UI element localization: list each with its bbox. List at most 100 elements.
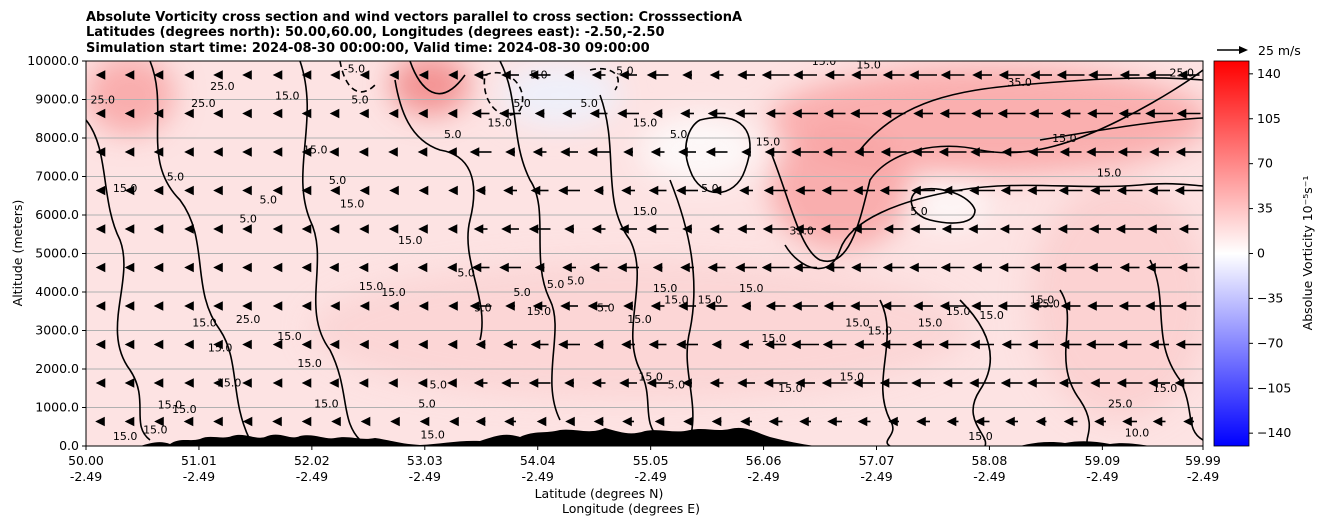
shade-white-patch-3 [910, 183, 990, 227]
wind-vector-head [1031, 224, 1041, 234]
wind-vector-head [737, 70, 747, 80]
wind-vector-head [560, 147, 570, 157]
shade-white-patch-2 [640, 115, 760, 185]
wind-vector-head [418, 108, 428, 119]
wind-vector-head [942, 378, 953, 388]
wind-vector-head [1056, 262, 1067, 273]
wind-vector-head [534, 108, 545, 119]
wind-vector-head [942, 185, 953, 196]
wind-vector-head [358, 378, 369, 388]
wind-vector-head [329, 378, 339, 388]
wind-vector-head [762, 224, 773, 234]
wind-vector-head [1148, 185, 1158, 196]
contour-label: 15.0 [868, 324, 893, 337]
wind-vector-head [301, 301, 312, 311]
contour-label: 15.0 [778, 382, 803, 395]
wind-vector-head [827, 416, 837, 427]
shade-jet-core [390, 61, 470, 115]
shade-left-top [86, 61, 175, 135]
x-tick-label-lat: 55.05 [633, 453, 669, 468]
wind-vector-head [739, 185, 749, 196]
wind-vector-head [360, 416, 371, 427]
contour-label: 5.0 [513, 97, 531, 110]
wind-vector-head [528, 378, 539, 388]
wind-vector-head [153, 339, 164, 350]
wind-vector-head [358, 147, 369, 157]
wind-vector-head [389, 70, 399, 80]
wind-vector-head [881, 301, 892, 311]
wind-vector-head [534, 262, 545, 273]
wind-vector-head [911, 185, 921, 196]
contour-label: 15.0 [314, 398, 339, 411]
wind-vector-head [1119, 70, 1130, 80]
wind-vector-head [879, 378, 890, 388]
wind-vector-head [389, 301, 399, 311]
wind-vector-head [448, 301, 458, 311]
wind-vector-head [646, 378, 657, 388]
wind-vector-head [301, 262, 312, 273]
wind-vector-head [272, 416, 282, 427]
x-tick-label-lat: 52.02 [294, 453, 330, 468]
wind-vector-head [763, 185, 774, 196]
y-tick-label: 2000.0 [35, 361, 79, 376]
chart-title-line-3: Simulation start time: 2024-08-30 00:00:… [86, 41, 650, 56]
wind-vector-head [1146, 262, 1156, 273]
wind-vector-head [359, 185, 370, 196]
contour-label: 5.0 [513, 286, 531, 299]
wind-vector-head [528, 70, 539, 80]
colorbar-tick-label: −105 [1257, 380, 1291, 395]
wind-vector-head [184, 147, 194, 157]
wind-vector-head [735, 262, 745, 273]
contour-label: 15.0 [633, 205, 658, 218]
wind-vector-head [330, 70, 340, 80]
plot-area: 15.0 15.0 15.0 15.0 15.0 15.0 15.0 25.0 25.0 25.0… [86, 61, 1203, 446]
wind-vector-head [213, 301, 223, 311]
wind-vector-head [388, 262, 398, 273]
contour-label: 5.0 [580, 97, 598, 110]
y-axis: 0.0 1000.0 2000.0 3000.0 4000.0 5000.0 6000.0 7… [27, 53, 86, 453]
wind-vector-head [1174, 185, 1185, 196]
wind-vector-head [646, 224, 657, 234]
wind-vector-head [911, 378, 921, 388]
wind-vector-head [213, 108, 223, 119]
wind-vector-head [1005, 416, 1015, 427]
y-tick-label: 4000.0 [35, 284, 79, 299]
wind-vector-head [1060, 108, 1071, 119]
wind-vector-head [213, 262, 223, 273]
contour-line-2 [149, 61, 251, 441]
wind-vector-head [242, 378, 252, 388]
wind-vector-head [184, 339, 194, 350]
wind-vector-head [972, 70, 982, 80]
wind-vector-head [999, 224, 1010, 234]
x-tick-label-lat: 56.06 [746, 453, 782, 468]
wind-vector-head [880, 147, 891, 157]
wind-vector-head [1058, 378, 1069, 388]
contour-label: 15.0 [340, 197, 365, 210]
wind-vector-head [388, 224, 399, 234]
wind-vector-head [558, 339, 568, 350]
wind-vector-head [388, 108, 399, 119]
wind-vector-head [184, 108, 194, 119]
wind-vector-head [448, 185, 458, 196]
wind-vector-head [95, 262, 106, 273]
wind-vector-head [709, 224, 720, 234]
contour-label: 5.0 [239, 213, 257, 226]
wind-vector-head [475, 185, 486, 196]
wind-vector-head [389, 185, 399, 196]
wind-vector-head [1001, 339, 1012, 350]
wind-vector-head [95, 147, 106, 157]
wind-vector-head [851, 262, 861, 273]
wind-vector-head [824, 70, 835, 80]
contour-label: 15.0 [527, 305, 552, 318]
wind-vector-head [648, 339, 659, 350]
wind-vector-head [124, 224, 135, 234]
wind-vector-head [448, 70, 458, 80]
wind-vector-head [504, 416, 514, 427]
wind-vector-head [1149, 147, 1159, 157]
wind-vector-head [564, 70, 574, 80]
wind-vector-head [417, 262, 428, 273]
wind-vector-head [821, 378, 832, 388]
wind-vector-head [881, 108, 892, 119]
x-tick-label-lat: 51.01 [181, 453, 217, 468]
